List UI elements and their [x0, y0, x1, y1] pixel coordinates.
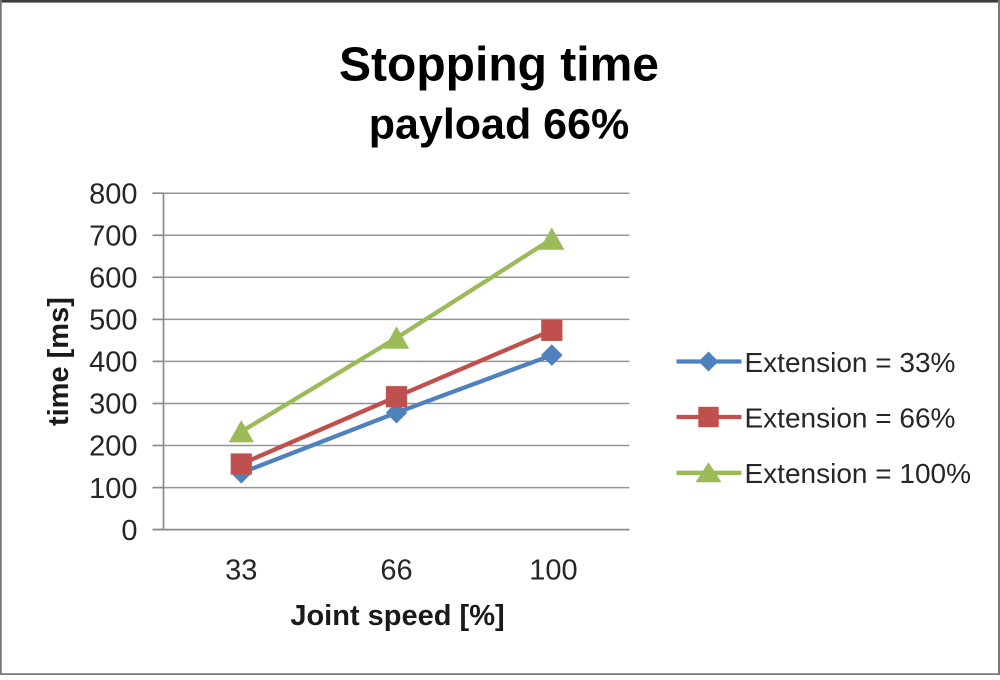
svg-text:700: 700 [89, 221, 137, 253]
svg-text:payload 66%: payload 66% [369, 101, 630, 149]
svg-text:100: 100 [89, 473, 137, 505]
svg-text:100: 100 [529, 554, 577, 586]
svg-text:0: 0 [121, 515, 137, 547]
svg-text:600: 600 [89, 263, 137, 295]
svg-text:200: 200 [89, 431, 137, 463]
svg-text:800: 800 [89, 178, 137, 210]
svg-text:Extension = 66%: Extension = 66% [745, 402, 956, 433]
svg-text:Stopping time: Stopping time [339, 39, 659, 92]
svg-text:500: 500 [89, 305, 137, 337]
svg-text:33: 33 [225, 554, 257, 586]
svg-text:time [ms]: time [ms] [43, 297, 75, 426]
svg-text:Joint speed [%]: Joint speed [%] [290, 600, 504, 632]
svg-text:300: 300 [89, 389, 137, 421]
svg-text:400: 400 [89, 347, 137, 379]
svg-text:Extension = 100%: Extension = 100% [745, 458, 972, 489]
svg-text:66: 66 [380, 554, 412, 586]
svg-text:Extension = 33%: Extension = 33% [745, 347, 956, 378]
